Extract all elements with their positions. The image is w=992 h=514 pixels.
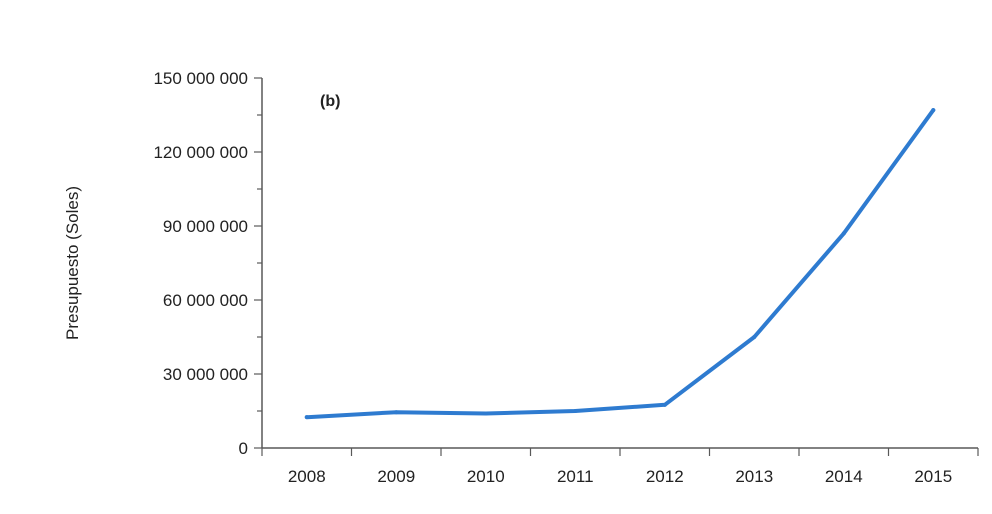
x-tick-label: 2012 xyxy=(646,467,684,486)
y-tick-label: 60 000 000 xyxy=(163,291,248,310)
x-tick-label: 2009 xyxy=(377,467,415,486)
data-point xyxy=(931,108,936,113)
x-tick-label: 2013 xyxy=(735,467,773,486)
x-tick-label: 2011 xyxy=(557,467,594,486)
y-tick-label: 0 xyxy=(239,439,248,458)
series-layer xyxy=(304,108,936,420)
y-tick-label: 150 000 000 xyxy=(153,69,248,88)
y-axis-title: Presupuesto (Soles) xyxy=(63,186,82,340)
data-point xyxy=(662,402,667,407)
y-tick-label: 90 000 000 xyxy=(163,217,248,236)
series-line-0 xyxy=(304,108,936,420)
panel-label: (b) xyxy=(320,93,340,110)
y-tick-label: 30 000 000 xyxy=(163,365,248,384)
x-tick-label: 2015 xyxy=(914,467,952,486)
data-point xyxy=(304,415,309,420)
data-point xyxy=(573,409,578,413)
data-point xyxy=(752,335,757,339)
data-point xyxy=(394,410,399,415)
y-axis-ticks: 0 30 000 000 60 000 000 90 000 000 120 000 0… xyxy=(153,69,262,458)
x-axis-ticks: 2008 2009 2010 2011 2012 2013 2014 2015 xyxy=(261,448,979,486)
x-tick-label: 2008 xyxy=(288,467,326,486)
data-point xyxy=(483,411,488,416)
y-tick-label: 120 000 000 xyxy=(153,143,248,162)
x-tick-label: 2010 xyxy=(467,467,505,486)
x-tick-label: 2014 xyxy=(825,467,863,486)
data-point xyxy=(841,231,846,236)
